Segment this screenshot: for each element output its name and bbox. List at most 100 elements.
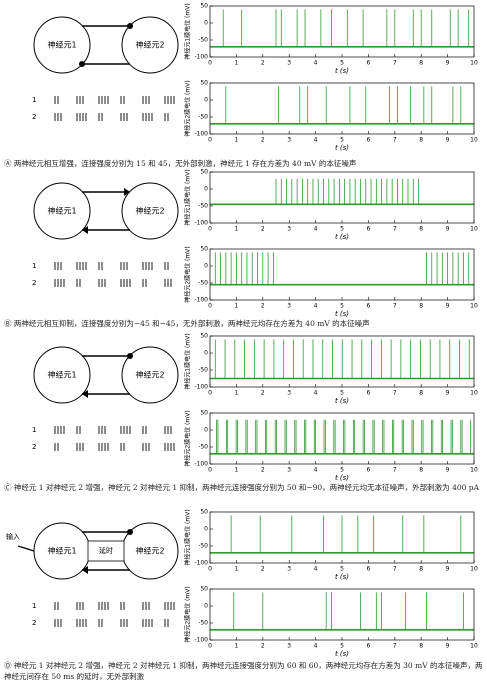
x-tick-label: 3 [287, 643, 291, 650]
x-tick-label: 3 [287, 467, 291, 474]
y-tick-label: 50 [200, 509, 208, 516]
x-tick-label: 8 [419, 467, 423, 474]
y-tick-label: 0 [204, 603, 208, 610]
y-tick-label: 50 [200, 169, 208, 176]
x-tick-label: 5 [340, 643, 344, 650]
y-tick-label: -100 [194, 54, 208, 61]
raster-label: 1 [32, 426, 36, 434]
synapse-inhibitory [82, 566, 88, 574]
y-tick-label: 0 [204, 526, 208, 533]
x-axis-label: t (s) [335, 397, 349, 405]
synapse-excitatory [79, 61, 85, 67]
x-tick-label: 10 [470, 226, 478, 233]
x-tick-label: 3 [287, 566, 291, 573]
neuron-label: 神经元1 [47, 370, 76, 380]
x-tick-label: 4 [314, 390, 318, 397]
y-tick-label: -50 [198, 280, 208, 287]
neuron-label: 神经元2 [135, 206, 164, 216]
synapse-inhibitory [82, 226, 88, 234]
x-axis-label: t (s) [335, 233, 349, 241]
x-tick-label: 9 [446, 643, 450, 650]
y-tick-label: -100 [194, 560, 208, 567]
y-tick-label: -100 [194, 637, 208, 644]
y-tick-label: 0 [204, 427, 208, 434]
synapse-inhibitory [82, 390, 88, 398]
x-tick-label: 8 [419, 643, 423, 650]
y-axis-label: 神经元2膜电位 (mV) [184, 586, 192, 642]
x-tick-label: 1 [234, 643, 238, 650]
x-tick-label: 2 [261, 137, 265, 144]
raster-label: 2 [32, 279, 36, 287]
neuron [121, 182, 179, 240]
x-tick-label: 4 [314, 303, 318, 310]
y-tick-label: -50 [198, 444, 208, 451]
plot-frame [209, 412, 475, 465]
x-tick-label: 7 [393, 60, 397, 67]
x-tick-label: 0 [208, 390, 212, 397]
x-tick-label: 0 [208, 137, 212, 144]
x-tick-label: 2 [261, 60, 265, 67]
y-tick-label: -100 [194, 461, 208, 468]
caption: Ⓓ 神经元 1 对神经元 2 增强，神经元 2 对神经元 1 抑制，两神经元连接… [4, 661, 483, 681]
x-tick-label: 3 [287, 226, 291, 233]
x-tick-label: 1 [234, 390, 238, 397]
y-axis-label: 神经元2膜电位 (mV) [184, 410, 192, 466]
caption: Ⓑ 两神经元相互抑制，连接强度分别为−45 和−45，无外部刺激，两神经元均存在… [4, 319, 370, 328]
x-tick-label: 2 [261, 643, 265, 650]
x-tick-label: 8 [419, 566, 423, 573]
neuron-label: 神经元1 [47, 40, 76, 50]
x-tick-label: 10 [470, 643, 478, 650]
neuron-label: 神经元1 [47, 546, 76, 556]
x-tick-label: 5 [340, 60, 344, 67]
x-axis-label: t (s) [335, 650, 349, 658]
x-tick-label: 4 [314, 643, 318, 650]
x-tick-label: 7 [393, 643, 397, 650]
x-tick-label: 4 [314, 226, 318, 233]
y-tick-label: -100 [194, 131, 208, 138]
y-tick-label: -50 [198, 37, 208, 44]
neuron [121, 16, 179, 74]
neuron [121, 346, 179, 404]
x-tick-label: 10 [470, 137, 478, 144]
input-label: 输入 [6, 532, 20, 541]
x-axis-label: t (s) [335, 144, 349, 152]
x-tick-label: 4 [314, 566, 318, 573]
y-tick-label: 50 [200, 410, 208, 417]
x-tick-label: 6 [366, 566, 370, 573]
x-tick-label: 1 [234, 467, 238, 474]
y-tick-label: 50 [200, 586, 208, 593]
x-tick-label: 1 [234, 60, 238, 67]
y-axis-label: 神经元1膜电位 (mV) [184, 169, 192, 225]
y-tick-label: -100 [194, 220, 208, 227]
x-tick-label: 2 [261, 226, 265, 233]
x-tick-label: 7 [393, 390, 397, 397]
x-axis-label: t (s) [335, 474, 349, 482]
y-tick-label: -100 [194, 384, 208, 391]
raster-label: 1 [32, 602, 36, 610]
x-tick-label: 7 [393, 137, 397, 144]
x-tick-label: 3 [287, 137, 291, 144]
x-tick-label: 0 [208, 226, 212, 233]
y-tick-label: 0 [204, 350, 208, 357]
delay-label: 延时 [99, 546, 113, 555]
y-tick-label: 0 [204, 97, 208, 104]
x-tick-label: 0 [208, 467, 212, 474]
x-tick-label: 9 [446, 60, 450, 67]
raster-label: 2 [32, 113, 36, 121]
plot-frame [209, 5, 475, 58]
y-tick-label: 0 [204, 20, 208, 27]
x-tick-label: 5 [340, 303, 344, 310]
x-tick-label: 5 [340, 566, 344, 573]
x-tick-label: 8 [419, 390, 423, 397]
y-tick-label: 50 [200, 80, 208, 87]
x-tick-label: 1 [234, 137, 238, 144]
y-tick-label: -50 [198, 543, 208, 550]
x-tick-label: 2 [261, 467, 265, 474]
x-tick-label: 6 [366, 643, 370, 650]
raster-label: 1 [32, 262, 36, 270]
x-tick-label: 1 [234, 303, 238, 310]
plot-frame [209, 171, 475, 224]
y-axis-label: 神经元1膜电位 (mV) [184, 509, 192, 565]
